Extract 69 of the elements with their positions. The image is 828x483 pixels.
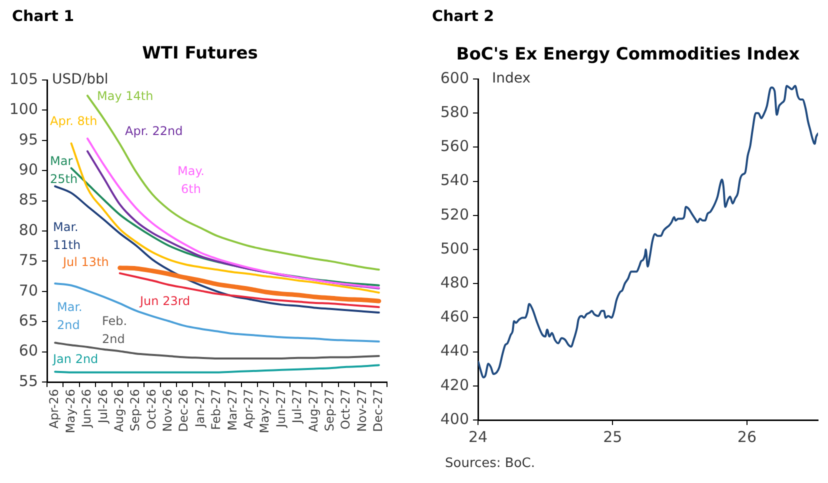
x-tick-label: Aug-26 bbox=[112, 389, 126, 432]
line-series bbox=[54, 282, 380, 343]
series-label: Mar 25th bbox=[50, 154, 78, 186]
y-tick-label: 105 bbox=[9, 70, 38, 88]
series-label: Jan 2nd bbox=[52, 352, 98, 366]
series-label: May 14th bbox=[97, 89, 154, 104]
caption: Chart 2 bbox=[432, 7, 494, 25]
chart-title: BoC's Ex Energy Commodities Index bbox=[456, 44, 800, 64]
y-tick-label: 70 bbox=[18, 281, 38, 300]
y-tick-label: 500 bbox=[440, 239, 469, 258]
series-label: Feb. 2nd bbox=[102, 314, 128, 346]
x-tick-label: May-27 bbox=[258, 389, 272, 434]
y-tick-label: 460 bbox=[440, 308, 469, 326]
x-tick-label: Mar-27 bbox=[225, 389, 240, 430]
y-tick-label: 580 bbox=[440, 102, 469, 121]
y-tick-label: 100 bbox=[9, 100, 38, 118]
y-tick-label: 95 bbox=[18, 130, 38, 148]
text: Apr. 22nd bbox=[125, 124, 183, 138]
source-note: Sources: BoC. bbox=[445, 456, 536, 471]
x-tick-label: Dec-26 bbox=[176, 389, 191, 432]
x-tick-label: Jul-26 bbox=[96, 389, 110, 424]
x-tick-label: May-26 bbox=[63, 389, 78, 434]
x-tick-label: Jan-27 bbox=[192, 389, 207, 428]
y-axis-title: Index bbox=[492, 70, 531, 87]
y-tick-label: 420 bbox=[440, 376, 469, 394]
series-label: Jul 13th bbox=[62, 255, 109, 270]
y-tick-label: 480 bbox=[440, 273, 469, 292]
x-tick-label: Jun-26 bbox=[80, 389, 94, 428]
y-tick-label: 440 bbox=[440, 342, 469, 360]
x-tick-label: Aug-27 bbox=[306, 389, 320, 432]
x-tick-label: Apr-26 bbox=[47, 389, 62, 429]
y-tick-label: 65 bbox=[18, 311, 38, 330]
x-tick-label: Sep-26 bbox=[128, 389, 142, 432]
y-tick-label: 400 bbox=[440, 410, 469, 428]
y-tick-label: 520 bbox=[440, 205, 469, 224]
x-tick-label: Oct-26 bbox=[144, 389, 158, 430]
line-series bbox=[54, 364, 380, 374]
y-tick-label: 60 bbox=[18, 342, 38, 360]
x-tick-label: Nov-26 bbox=[160, 389, 175, 432]
x-tick-label: Nov-27 bbox=[354, 389, 369, 432]
y-tick-label: 90 bbox=[18, 160, 38, 178]
series-label: Jun 23rd bbox=[139, 294, 190, 308]
x-tick-label: 25 bbox=[603, 428, 622, 446]
x-tick-label: Jul-27 bbox=[290, 389, 304, 424]
series-label: Mar. 11th bbox=[53, 220, 81, 252]
x-tick-label: Dec-27 bbox=[371, 389, 386, 432]
y-axis-title: USD/bbl bbox=[52, 72, 108, 88]
line-series bbox=[118, 272, 380, 308]
series-label: Apr. 8th bbox=[50, 114, 98, 128]
y-tick-label: 85 bbox=[18, 190, 38, 209]
text: May. 6th bbox=[178, 164, 204, 196]
line-series bbox=[54, 185, 380, 314]
x-tick-label: Feb-27 bbox=[209, 389, 224, 430]
x-tick-label: Sep-27 bbox=[322, 389, 336, 432]
y-tick-label: 55 bbox=[18, 372, 38, 390]
y-tick-label: 560 bbox=[440, 137, 469, 156]
caption: Chart 1 bbox=[12, 7, 74, 25]
x-tick-label: 26 bbox=[737, 428, 757, 446]
chart-title: WTI Futures bbox=[142, 43, 258, 64]
x-tick-label: Oct-27 bbox=[338, 389, 353, 430]
x-tick-label: Jun-27 bbox=[274, 389, 288, 428]
y-tick-label: 600 bbox=[440, 68, 469, 87]
y-tick-label: 80 bbox=[18, 220, 38, 239]
x-tick-label: 24 bbox=[468, 428, 488, 446]
x-tick-label: Apr-27 bbox=[242, 389, 256, 429]
series-label: Mar. 2nd bbox=[57, 300, 82, 332]
y-tick-label: 540 bbox=[440, 171, 469, 190]
y-tick-label: 75 bbox=[18, 251, 38, 270]
line-series bbox=[478, 84, 818, 378]
